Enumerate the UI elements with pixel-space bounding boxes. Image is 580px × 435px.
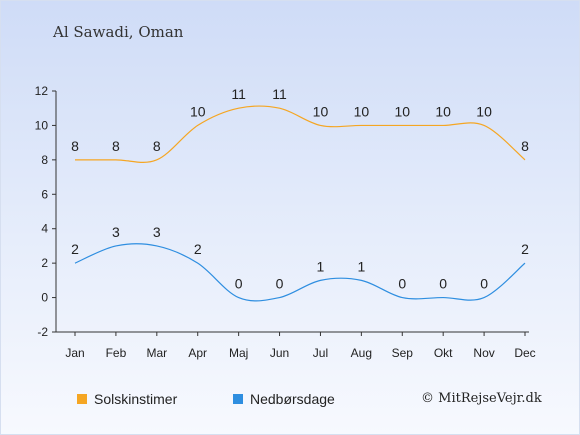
data-label: 8 <box>112 138 120 154</box>
data-label: 2 <box>194 241 202 257</box>
data-label: 0 <box>235 276 243 292</box>
data-label: 10 <box>394 103 410 119</box>
x-tick-label: Nov <box>473 346 494 360</box>
legend-swatch-solskinstimer <box>77 394 87 404</box>
data-label: 2 <box>71 241 79 257</box>
legend-label-nedborsdage: Nedbørsdage <box>250 391 335 407</box>
chart-title: Al Sawadi, Oman <box>53 23 184 41</box>
x-tick-label: Maj <box>229 346 248 360</box>
data-label: 3 <box>153 224 161 240</box>
x-tick-label: Sep <box>392 346 414 360</box>
data-label: 10 <box>354 103 370 119</box>
x-tick-label: Apr <box>188 346 207 360</box>
x-tick-label: Dec <box>514 346 535 360</box>
series-line-0 <box>75 105 526 163</box>
x-tick-label: Jun <box>270 346 289 360</box>
data-label: 3 <box>112 224 120 240</box>
y-tick-label: 10 <box>35 118 49 132</box>
data-label: 10 <box>313 103 329 119</box>
data-label: 0 <box>398 276 406 292</box>
legend-item-solskinstimer: Solskinstimer <box>77 391 177 407</box>
data-label: 1 <box>357 258 365 274</box>
data-label: 10 <box>435 103 451 119</box>
y-tick-label: 0 <box>41 291 48 305</box>
legend-label-solskinstimer: Solskinstimer <box>94 391 178 407</box>
x-tick-label: Jan <box>65 346 84 360</box>
data-label: 0 <box>276 276 284 292</box>
data-label: 11 <box>231 86 246 102</box>
data-label: 0 <box>439 276 447 292</box>
x-tick-label: Feb <box>106 346 127 360</box>
data-label: 8 <box>71 138 79 154</box>
x-tick-label: Aug <box>351 346 372 360</box>
y-tick-label: 8 <box>41 153 48 167</box>
legend-item-nedborsdage: Nedbørsdage <box>233 391 335 407</box>
x-tick-label: Jul <box>313 346 328 360</box>
y-tick-label: 6 <box>41 187 48 201</box>
chart-series <box>74 105 526 302</box>
data-label: 8 <box>153 138 161 154</box>
data-label: 10 <box>476 103 492 119</box>
data-label: 10 <box>190 103 206 119</box>
y-tick-label: -2 <box>37 325 48 339</box>
y-tick-label: 12 <box>35 84 49 98</box>
legend-swatch-nedborsdage <box>233 394 243 404</box>
data-label: 1 <box>317 258 325 274</box>
x-tick-label: Mar <box>146 346 167 360</box>
y-tick-label: 4 <box>41 222 48 236</box>
x-tick-label: Okt <box>434 346 453 360</box>
credit-link[interactable]: © MitRejseVejr.dk <box>421 391 542 406</box>
data-label: 11 <box>272 86 287 102</box>
data-label: 0 <box>480 276 488 292</box>
series-line-1 <box>74 243 526 302</box>
data-label: 2 <box>521 241 529 257</box>
data-label: 8 <box>521 138 529 154</box>
y-tick-label: 2 <box>41 256 48 270</box>
